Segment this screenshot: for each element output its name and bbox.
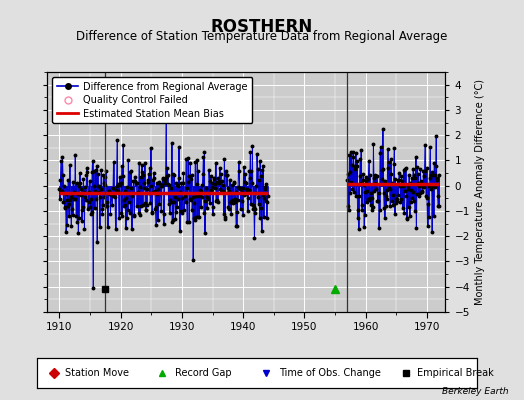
- Text: Record Gap: Record Gap: [176, 368, 232, 378]
- Y-axis label: Monthly Temperature Anomaly Difference (°C): Monthly Temperature Anomaly Difference (…: [475, 79, 485, 305]
- Text: Station Move: Station Move: [66, 368, 129, 378]
- Text: Difference of Station Temperature Data from Regional Average: Difference of Station Temperature Data f…: [77, 30, 447, 43]
- Text: ROSTHERN: ROSTHERN: [211, 18, 313, 36]
- Text: Berkeley Earth: Berkeley Earth: [442, 387, 508, 396]
- Legend: Difference from Regional Average, Quality Control Failed, Estimated Station Mean: Difference from Regional Average, Qualit…: [52, 77, 253, 123]
- Text: Time of Obs. Change: Time of Obs. Change: [279, 368, 380, 378]
- Text: Empirical Break: Empirical Break: [418, 368, 494, 378]
